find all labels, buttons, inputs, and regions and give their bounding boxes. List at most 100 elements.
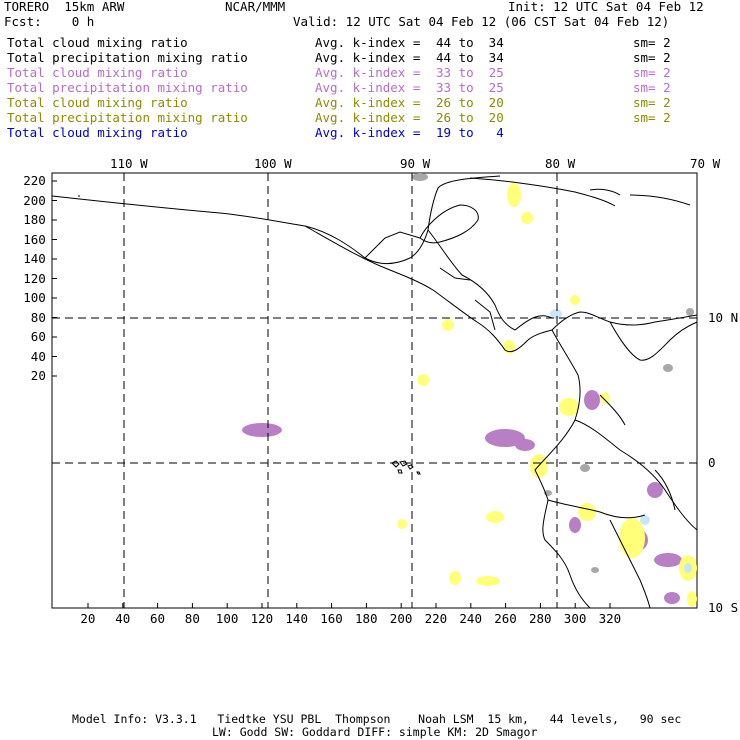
- legend-smoothing: sm= 2: [633, 65, 671, 80]
- coastlines: [51, 175, 698, 609]
- x-tick-label: 300: [563, 611, 587, 626]
- map-frame: [51, 172, 698, 609]
- y-tick-label: 140: [23, 251, 46, 266]
- y-tick-label: 20: [30, 368, 46, 383]
- legend-field-label: Total precipitation mixing ratio: [7, 110, 248, 125]
- legend-field-label: Total cloud mixing ratio: [7, 95, 188, 110]
- yellow-field-blob: [570, 295, 580, 305]
- legend-smoothing: sm= 2: [633, 95, 671, 110]
- model-title: TORERO 15km ARW: [4, 0, 125, 14]
- lat-label-10s: 10 S: [708, 600, 739, 615]
- x-tick-label: 120: [250, 611, 274, 626]
- legend-range: 33 to 25: [436, 80, 504, 95]
- legend-range: 44 to 34: [436, 50, 504, 65]
- yellow-field-blob: [449, 571, 461, 585]
- gray-field-blob: [591, 567, 599, 573]
- yellow-field-blob: [687, 591, 697, 607]
- gray-field-blob: [663, 364, 673, 372]
- y-tick-label: 60: [30, 329, 46, 344]
- gray-field-blob: [412, 173, 428, 181]
- x-tick-label: 200: [389, 611, 413, 626]
- y-tick-label: 120: [23, 270, 46, 286]
- y-tick-label: 100: [23, 290, 46, 305]
- yellow-field-blob: [600, 392, 610, 404]
- init-time: Init: 12 UTC Sat 04 Feb 12: [508, 0, 704, 14]
- valid-time: Valid: 12 UTC Sat 04 Feb 12 (06 CST Sat …: [293, 14, 670, 29]
- x-tick-label: 220: [424, 611, 448, 626]
- model-info: Model Info: V3.3.1 Tiedtke YSU PBL Thomp…: [72, 712, 682, 726]
- x-tick-label: 40: [115, 611, 131, 626]
- purple-field-blob: [242, 423, 282, 437]
- yellow-field-blob: [476, 576, 500, 586]
- legend-index-label: Avg. k-index =: [315, 95, 421, 110]
- x-tick-label: 320: [598, 611, 622, 626]
- y-tick-label: 160: [23, 231, 46, 247]
- gray-field-blob: [580, 464, 590, 472]
- x-tick-label: 280: [529, 611, 552, 626]
- legend-field-label: Total precipitation mixing ratio: [7, 50, 248, 65]
- legend-range: 19 to 4: [436, 125, 504, 140]
- physics-info: LW: Godd SW: Goddard DIFF: simple KM: 2D…: [212, 725, 538, 739]
- lon-label-80w: 80 W: [545, 156, 576, 171]
- yellow-field-blob: [442, 319, 454, 331]
- lat-label-10n: 10 N: [708, 310, 739, 325]
- legend-range: 33 to 25: [436, 65, 504, 80]
- y-tick-label: 80: [30, 309, 46, 325]
- shaded-fields: [242, 173, 697, 607]
- legend-field-label: Total cloud mixing ratio: [7, 65, 188, 80]
- x-tick-label: 160: [320, 611, 343, 626]
- lon-label-100w: 100 W: [254, 156, 292, 171]
- lat-lon-grid: [52, 173, 697, 608]
- lon-label-90w: 90 W: [400, 156, 431, 171]
- yellow-field-blob: [486, 511, 504, 523]
- axis-ticks: [52, 180, 611, 608]
- yellow-field-blob: [619, 518, 645, 558]
- y-tick-label: 220: [23, 173, 46, 188]
- y-tick-label: 40: [30, 348, 46, 364]
- lon-label-70w: 70 W: [690, 156, 721, 171]
- legend-smoothing: sm= 2: [633, 110, 671, 125]
- y-tick-label: 200: [23, 192, 46, 208]
- legend-index-label: Avg. k-index =: [315, 80, 421, 95]
- x-tick-label: 140: [285, 611, 308, 626]
- legend-field-label: Total cloud mixing ratio: [7, 125, 188, 140]
- legend-field-label: Total precipitation mixing ratio: [7, 80, 248, 95]
- legend-smoothing: sm= 2: [633, 50, 671, 65]
- yellow-field-blob: [417, 374, 429, 386]
- legend-index-label: Avg. k-index =: [315, 35, 421, 50]
- lon-label-110w: 110 W: [110, 156, 148, 171]
- legend-range: 26 to 20: [436, 110, 504, 125]
- purple-field-blob: [654, 553, 682, 567]
- purple-field-blob: [647, 482, 663, 498]
- x-tick-label: 60: [150, 611, 166, 626]
- legend-index-label: Avg. k-index =: [315, 110, 421, 125]
- x-tick-label: 100: [215, 611, 239, 626]
- legend-index-label: Avg. k-index =: [315, 65, 421, 80]
- y-tick-label: 180: [23, 212, 46, 227]
- lat-label-0: 0: [708, 455, 716, 470]
- x-tick-label: 260: [494, 611, 517, 626]
- yellow-field-blob: [578, 503, 596, 521]
- legend-index-label: Avg. k-index =: [315, 125, 421, 140]
- yellow-field-blob: [507, 183, 521, 207]
- legend-field-label: Total cloud mixing ratio: [7, 35, 188, 50]
- legend-smoothing: sm= 2: [633, 35, 671, 50]
- purple-field-blob: [515, 439, 535, 451]
- gray-field-blob: [686, 308, 694, 316]
- x-tick-label: 80: [184, 611, 200, 626]
- legend-range: 44 to 34: [436, 35, 504, 50]
- yellow-field-blob: [397, 519, 407, 529]
- lightblue-field-blob: [640, 515, 650, 525]
- purple-field-blob: [485, 429, 525, 447]
- yellow-field-blob: [559, 398, 579, 416]
- lightblue-field-blob: [550, 309, 562, 319]
- purple-field-blob: [664, 592, 680, 604]
- center-label: NCAR/MMM: [225, 0, 286, 14]
- purple-field-blob: [584, 390, 600, 410]
- x-tick-label: 20: [80, 611, 96, 626]
- legend-range: 26 to 20: [436, 95, 504, 110]
- forecast-hour: Fcst: 0 h: [4, 14, 95, 29]
- legend-smoothing: sm= 2: [633, 80, 671, 95]
- legend-index-label: Avg. k-index =: [315, 50, 421, 65]
